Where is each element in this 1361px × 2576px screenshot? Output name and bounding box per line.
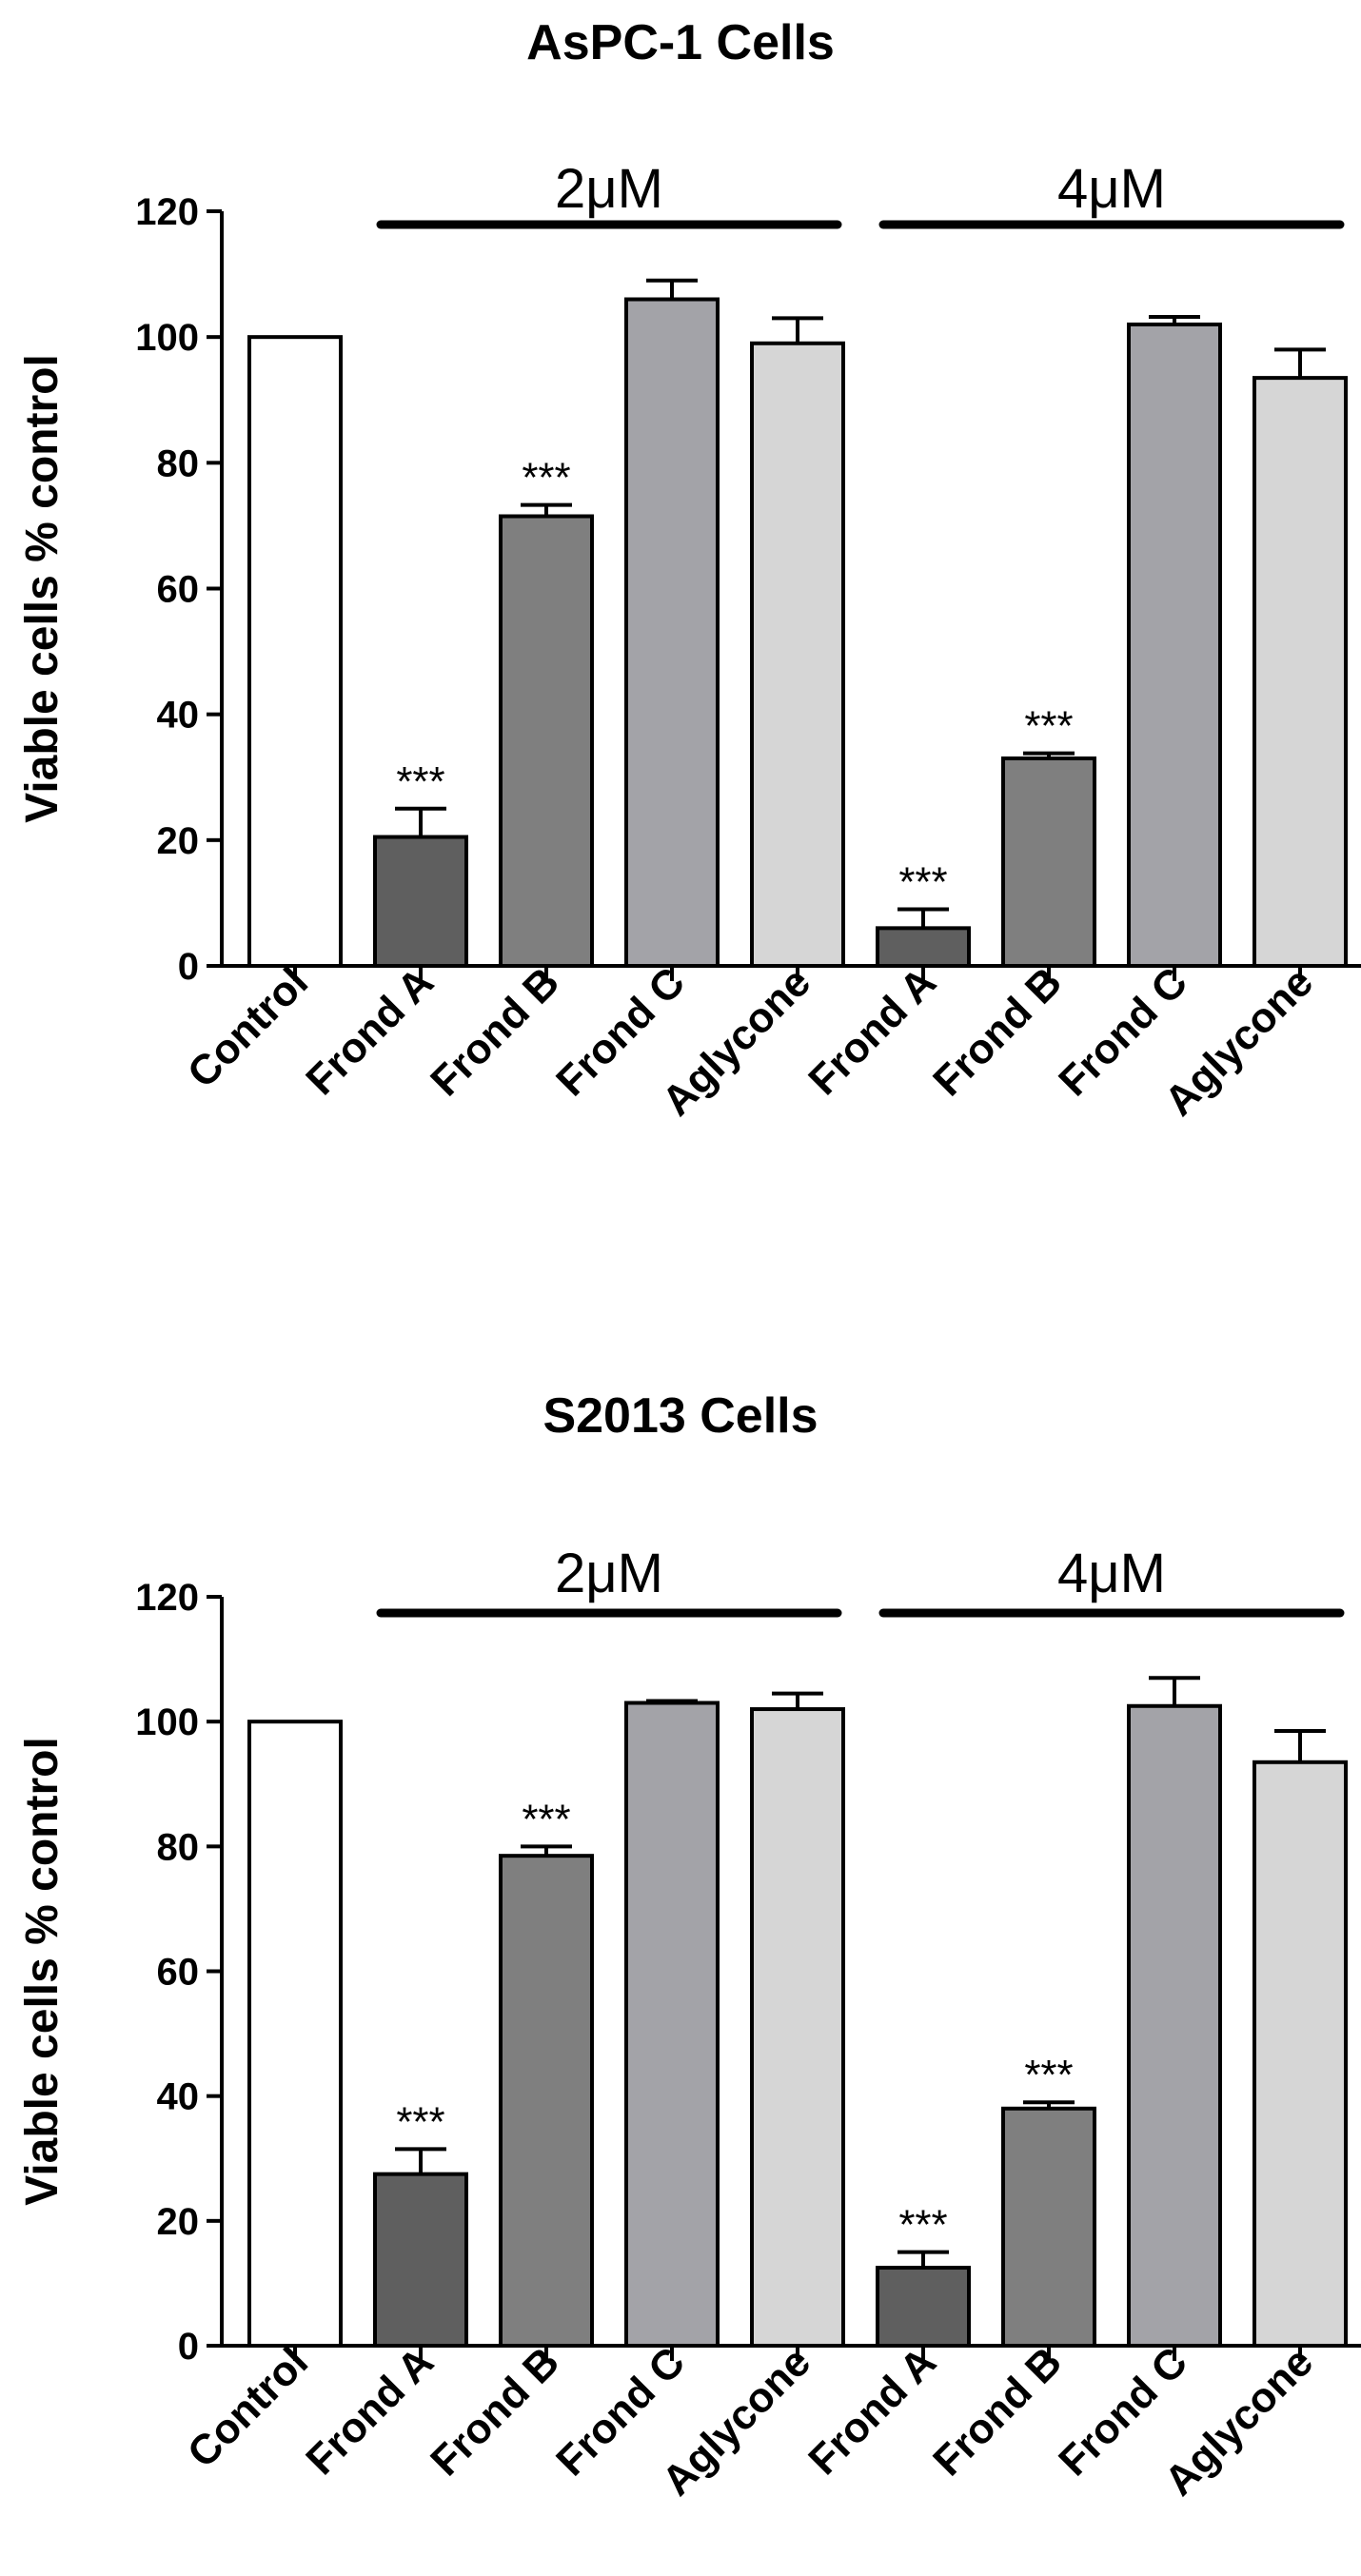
significance-label: ***: [898, 2202, 947, 2249]
x-tick-label: Frond B: [422, 958, 568, 1105]
x-tick-label: Frond B: [422, 2338, 568, 2485]
bar-5: [750, 1707, 845, 2349]
x-tick-label: Frond A: [297, 2338, 443, 2484]
group-label: 4μM: [1057, 1543, 1166, 1604]
significance-label: ***: [522, 455, 570, 501]
bar-4: [624, 297, 720, 968]
significance-label: ***: [1024, 703, 1073, 750]
bar-1: [247, 1720, 343, 2348]
bar-8: [1127, 1703, 1222, 2349]
bar-2: [373, 835, 468, 969]
bar-6: [876, 2266, 971, 2348]
group-label: 2μM: [555, 158, 663, 220]
bar-8: [1127, 322, 1222, 968]
bar-7: [1001, 756, 1096, 968]
y-axis-label: Viable cells % control: [17, 354, 68, 823]
bar-3: [499, 1854, 594, 2348]
bar-9: [1253, 376, 1348, 968]
bar-2: [373, 2172, 468, 2348]
y-tick-label: 20: [157, 2201, 200, 2243]
group-label: 2μM: [555, 1543, 663, 1604]
y-tick-label: 0: [178, 2326, 199, 2368]
x-tick-label: Frond B: [924, 2338, 1071, 2485]
y-tick-label: 0: [178, 946, 199, 988]
significance-label: ***: [522, 1796, 570, 1842]
bar-5: [750, 341, 845, 968]
significance-label: ***: [396, 758, 444, 805]
x-tick-label: Frond A: [297, 958, 443, 1104]
y-tick-label: 60: [157, 569, 200, 611]
y-axis-label: Viable cells % control: [17, 1737, 68, 2206]
y-tick-label: 80: [157, 442, 200, 484]
chart-title: AsPC-1 Cells: [526, 15, 835, 70]
x-tick-label: Frond A: [799, 2338, 945, 2484]
y-tick-label: 80: [157, 1826, 200, 1868]
x-tick-label: Frond A: [799, 958, 945, 1104]
x-tick-label: Control: [179, 958, 317, 1096]
y-tick-label: 20: [157, 820, 200, 862]
bar-4: [624, 1701, 720, 2349]
chart-panel-2: S2013 Cells Viable cells % control 0 20 40 60…: [17, 1388, 1361, 2505]
bar-7: [1001, 2106, 1096, 2349]
significance-label: ***: [1024, 2052, 1073, 2098]
bar-9: [1253, 1760, 1348, 2348]
bar-6: [876, 926, 971, 968]
y-tick-label: 100: [135, 317, 199, 359]
y-tick-label: 120: [135, 1577, 199, 1619]
chart-panel-1: AsPC-1 Cells Viable cells % control 0 20 40 6…: [17, 15, 1361, 1125]
y-tick-label: 40: [157, 695, 200, 737]
bar-3: [499, 514, 594, 968]
y-tick-label: 120: [135, 191, 199, 233]
y-tick-label: 40: [157, 2076, 200, 2118]
y-tick-label: 60: [157, 1952, 200, 1994]
y-tick-label: 100: [135, 1701, 199, 1743]
x-tick-label: Control: [179, 2338, 317, 2476]
significance-label: ***: [396, 2098, 444, 2145]
bar-1: [247, 335, 343, 968]
x-tick-label: Frond B: [924, 958, 1071, 1105]
chart-title: S2013 Cells: [542, 1388, 818, 1444]
group-label: 4μM: [1057, 158, 1166, 220]
significance-label: ***: [898, 859, 947, 906]
